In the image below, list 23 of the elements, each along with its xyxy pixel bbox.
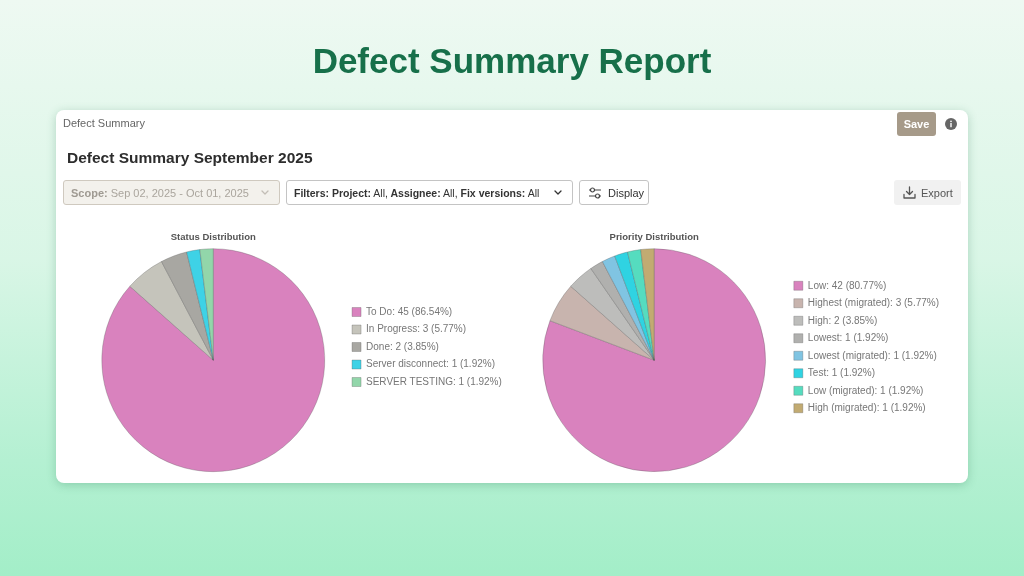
legend-label: SERVER TESTING: 1 (1.92%) (366, 375, 502, 387)
chart-title: Status Distribution (170, 231, 256, 243)
text: Display (608, 186, 645, 199)
text: Defect Summary (63, 117, 146, 131)
text: Filters: Project: All, Assignee: All, Fix versions: All (294, 186, 540, 199)
legend-label: Highest (migrated): 3 (5.77%) (807, 297, 940, 308)
text: Export (921, 186, 953, 199)
legend-label: To Do: 45 (86.54%) (366, 305, 453, 317)
legend-label: Lowest: 1 (1.92%) (807, 332, 889, 343)
legend-label: Lowest (migrated): 1 (1.92%) (807, 349, 937, 361)
legend-label: In Progress: 3 (5.77%) (366, 323, 467, 335)
text: Scope: Sep 02, 2025 - Oct 01, 2025 (71, 186, 249, 199)
chart-title: Priority Distribution (609, 231, 699, 243)
legend-label: Test: 1 (1.92%) (807, 367, 876, 378)
legend-label: Low (migrated): 1 (1.92%) (807, 384, 924, 396)
legend-label: Low: 42 (80.77%) (807, 279, 887, 291)
legend-label: Done: 2 (3.85%) (366, 340, 439, 352)
text: Defect Summary September 2025 (67, 149, 313, 167)
legend-label: High (migrated): 1 (1.92%) (807, 402, 926, 413)
text: Save (903, 118, 930, 130)
legend-label: High: 2 (3.85%) (807, 314, 878, 326)
text: Defect Summary Report (311, 41, 713, 81)
legend-label: Server disconnect: 1 (1.92%) (366, 358, 495, 370)
